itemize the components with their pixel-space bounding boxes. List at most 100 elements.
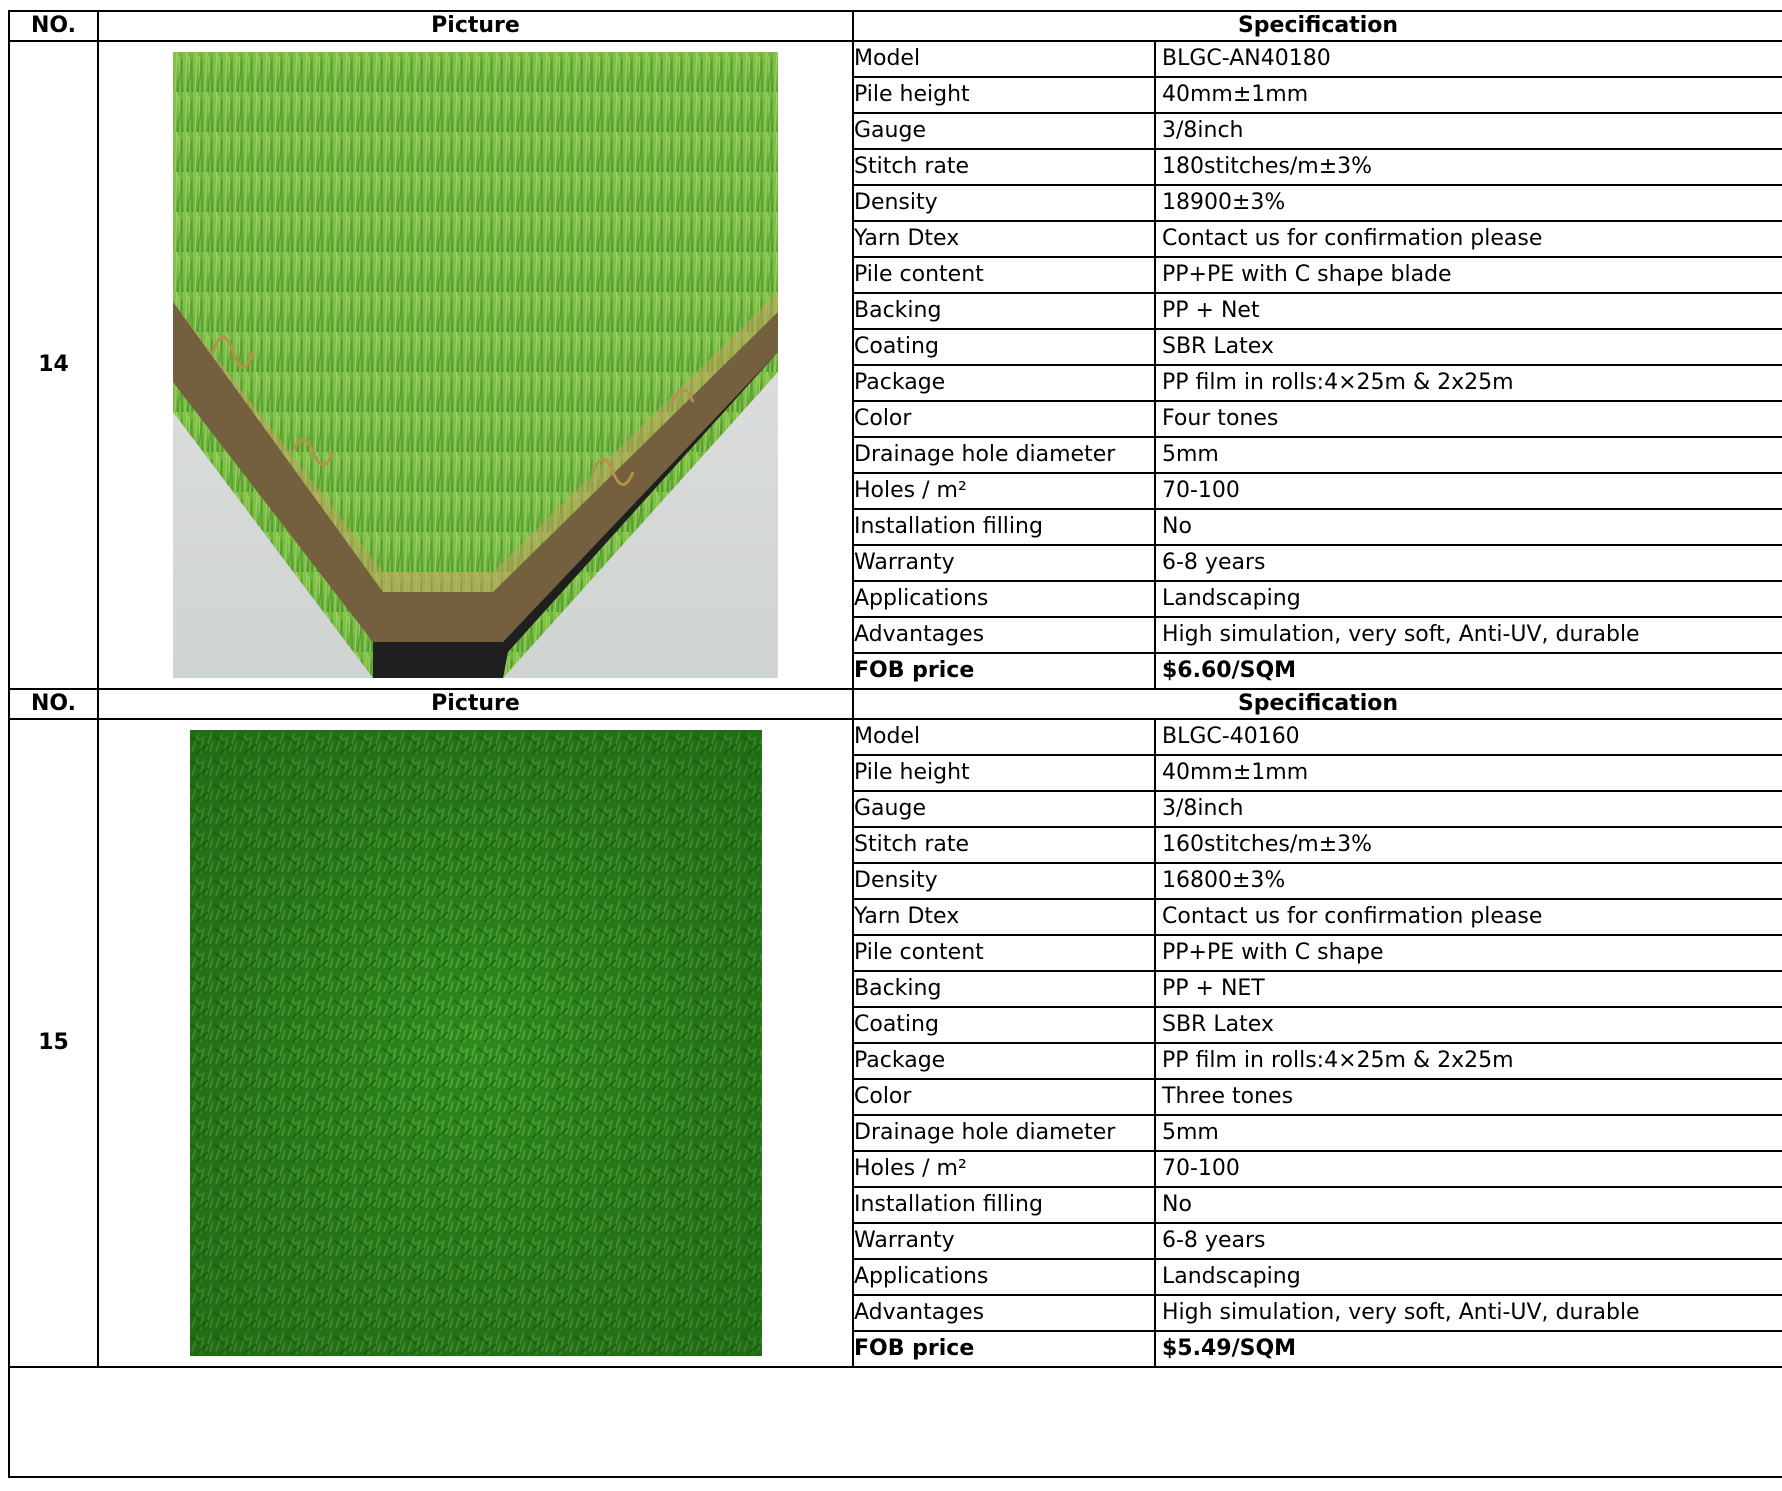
spec-value: BLGC-40160 xyxy=(1154,718,1782,756)
spec-value: 40mm±1mm xyxy=(1154,76,1782,114)
price-value: $5.49/SQM xyxy=(1154,1330,1782,1368)
price-label: FOB price xyxy=(852,652,1156,690)
spec-label: Color xyxy=(852,1078,1156,1116)
empty-row xyxy=(8,1366,1782,1478)
spec-value: Contact us for confirmation please xyxy=(1154,220,1782,258)
product-picture-cell xyxy=(97,718,854,1368)
spec-row: Coating SBR Latex xyxy=(9,328,1782,366)
spec-value: 70-100 xyxy=(1154,1150,1782,1188)
header-picture: Picture xyxy=(97,10,854,42)
spec-label: Pile height xyxy=(852,76,1156,114)
spec-label: Package xyxy=(852,1042,1156,1080)
spec-row: Holes / m² 70-100 xyxy=(9,472,1782,510)
spec-value: No xyxy=(1154,1186,1782,1224)
spec-label: Coating xyxy=(852,1006,1156,1044)
spec-row: Advantages High simulation, very soft, An… xyxy=(9,1294,1782,1332)
spec-row: Holes / m² 70-100 xyxy=(9,1150,1782,1188)
spec-row: Pile content PP+PE with C shape xyxy=(9,934,1782,972)
artificial-grass-top-view-sample-icon xyxy=(189,730,762,1356)
spec-row: Applications Landscaping xyxy=(9,580,1782,618)
spec-value: Contact us for confirmation please xyxy=(1154,898,1782,936)
spec-label: Coating xyxy=(852,328,1156,366)
spec-value: Landscaping xyxy=(1154,580,1782,618)
spec-value: 18900±3% xyxy=(1154,184,1782,222)
spec-row: Pile height 40mm±1mm xyxy=(9,754,1782,792)
spec-label: Holes / m² xyxy=(852,1150,1156,1188)
spec-value: 40mm±1mm xyxy=(1154,754,1782,792)
spec-row: Stitch rate 180stitches/m±3% xyxy=(9,148,1782,186)
price-value: $6.60/SQM xyxy=(1154,652,1782,690)
spec-label: Model xyxy=(852,40,1156,78)
spec-value: Four tones xyxy=(1154,400,1782,438)
spec-row: Backing PP + NET xyxy=(9,970,1782,1008)
spec-row: Package PP film in rolls:4×25m & 2x25m xyxy=(9,364,1782,402)
header-picture: Picture xyxy=(97,688,854,720)
spec-value: PP+PE with C shape blade xyxy=(1154,256,1782,294)
product-number: 14 xyxy=(8,40,99,690)
spec-label: Backing xyxy=(852,292,1156,330)
product-number: 15 xyxy=(8,718,99,1368)
price-label: FOB price xyxy=(852,1330,1156,1368)
spec-row: Stitch rate 160stitches/m±3% xyxy=(9,826,1782,864)
spec-label: Applications xyxy=(852,580,1156,618)
spec-value: BLGC-AN40180 xyxy=(1154,40,1782,78)
spec-value: PP + NET xyxy=(1154,970,1782,1008)
spec-label: Applications xyxy=(852,1258,1156,1296)
spec-value: 16800±3% xyxy=(1154,862,1782,900)
spec-row: Installation filling No xyxy=(9,1186,1782,1224)
spec-label: Density xyxy=(852,184,1156,222)
spec-row: Drainage hole diameter 5mm xyxy=(9,1114,1782,1152)
spec-row: Yarn Dtex Contact us for confirmation ple… xyxy=(9,220,1782,258)
spec-value: 5mm xyxy=(1154,436,1782,474)
spec-label: Pile height xyxy=(852,754,1156,792)
spec-value: SBR Latex xyxy=(1154,328,1782,366)
header-no: NO. xyxy=(8,688,99,720)
spec-value: 3/8inch xyxy=(1154,790,1782,828)
spec-row: Installation filling No xyxy=(9,508,1782,546)
spec-row: Backing PP + Net xyxy=(9,292,1782,330)
spec-label: Holes / m² xyxy=(852,472,1156,510)
header-specification: Specification xyxy=(852,10,1782,42)
spec-label: Package xyxy=(852,364,1156,402)
spec-label: Drainage hole diameter xyxy=(852,1114,1156,1152)
spec-label: Advantages xyxy=(852,616,1156,654)
spec-value: PP + Net xyxy=(1154,292,1782,330)
spec-row: Gauge 3/8inch xyxy=(9,112,1782,150)
spec-value: Three tones xyxy=(1154,1078,1782,1116)
spec-value: 6-8 years xyxy=(1154,544,1782,582)
spec-label: Warranty xyxy=(852,544,1156,582)
header-row: NO. Picture Specification xyxy=(8,10,1782,42)
spec-label: Stitch rate xyxy=(852,148,1156,186)
spec-value: 5mm xyxy=(1154,1114,1782,1152)
spec-label: Drainage hole diameter xyxy=(852,436,1156,474)
spec-row: Warranty 6-8 years xyxy=(9,1222,1782,1260)
spec-value: 180stitches/m±3% xyxy=(1154,148,1782,186)
spec-row: Pile content PP+PE with C shape blade xyxy=(9,256,1782,294)
spec-value: High simulation, very soft, Anti-UV, dur… xyxy=(1154,616,1782,654)
spec-value: 160stitches/m±3% xyxy=(1154,826,1782,864)
spec-label: Gauge xyxy=(852,112,1156,150)
product-picture-cell xyxy=(97,40,854,690)
spec-row: 14 xyxy=(8,40,1782,690)
product-spec-table: NO. Picture Specification 14 xyxy=(8,10,1782,1478)
spec-value: SBR Latex xyxy=(1154,1006,1782,1044)
spec-label: Model xyxy=(852,718,1156,756)
spec-label: Backing xyxy=(852,970,1156,1008)
spec-label: Stitch rate xyxy=(852,826,1156,864)
spec-row: Pile height 40mm±1mm xyxy=(9,76,1782,114)
spec-row: Color Three tones xyxy=(9,1078,1782,1116)
spec-row: Yarn Dtex Contact us for confirmation ple… xyxy=(9,898,1782,936)
spec-label: Warranty xyxy=(852,1222,1156,1260)
spec-row: Gauge 3/8inch xyxy=(9,790,1782,828)
artificial-grass-corner-sample-icon xyxy=(173,52,778,678)
spec-value: 3/8inch xyxy=(1154,112,1782,150)
spec-value: Landscaping xyxy=(1154,1258,1782,1296)
spec-label: Density xyxy=(852,862,1156,900)
spec-value: PP+PE with C shape xyxy=(1154,934,1782,972)
spec-row: Density 18900±3% xyxy=(9,184,1782,222)
spec-value: PP film in rolls:4×25m & 2x25m xyxy=(1154,364,1782,402)
header-no: NO. xyxy=(8,10,99,42)
spec-label: Installation filling xyxy=(852,508,1156,546)
spec-row: Warranty 6-8 years xyxy=(9,544,1782,582)
price-row: FOB price $5.49/SQM xyxy=(9,1330,1782,1368)
